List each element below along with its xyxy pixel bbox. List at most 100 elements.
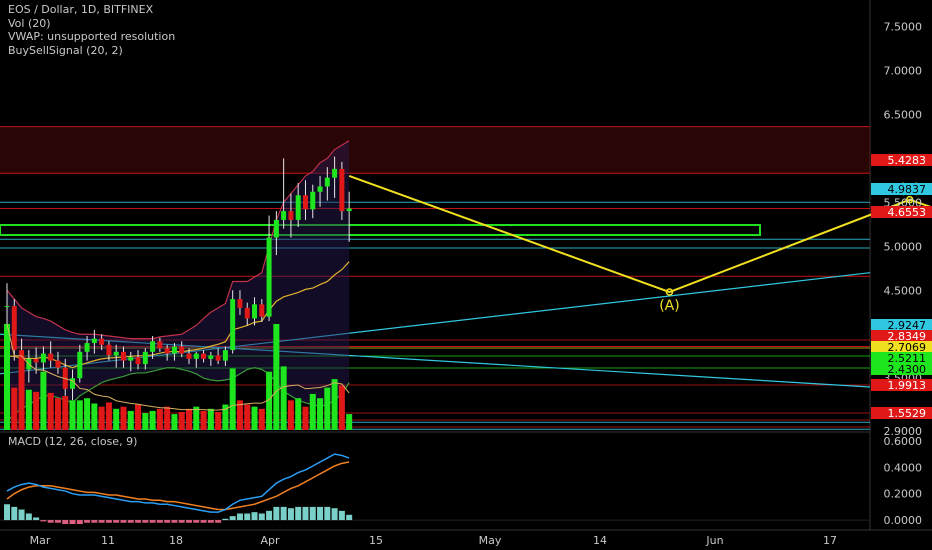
macd-histogram-bar (309, 506, 316, 521)
candle-body (55, 360, 61, 368)
volume-bar (164, 406, 171, 430)
price-badge-label: 1.5529 (888, 407, 927, 420)
price-badge-label: 5.4283 (888, 154, 927, 167)
price-badge-label: 2.5211 (888, 352, 927, 365)
price-badge (871, 352, 932, 364)
volume-bar (156, 408, 163, 430)
macd-histogram-bar (25, 513, 32, 521)
chart-legend: EOS / Dollar, 1D, BITFINEX Vol (20) VWAP… (8, 3, 175, 57)
candle-body (179, 346, 185, 354)
volume-bar (302, 406, 309, 430)
volume-bar (25, 389, 32, 430)
volume-ma-line (6, 323, 350, 411)
candle-body (106, 344, 112, 356)
volume-bar (331, 379, 338, 430)
price-badge-label: 2.4300 (888, 363, 927, 376)
candle-body (317, 186, 323, 192)
price-badge (871, 407, 932, 419)
candle-body (70, 378, 76, 389)
macd-histogram-bar (127, 520, 134, 523)
volume-bar (142, 413, 149, 430)
band-fill (7, 140, 350, 423)
macd-histogram-bar (251, 512, 258, 521)
price-badge-label: 4.9837 (888, 183, 927, 196)
price-badge-label: 4.6553 (888, 206, 927, 219)
candle-body (310, 191, 316, 210)
volume-bar (171, 414, 178, 430)
macd-histogram-bar (76, 520, 83, 525)
macd-histogram-bar (156, 520, 163, 523)
upper-band-line (6, 140, 350, 340)
macd-histogram-bar (186, 520, 192, 523)
macd-histogram-bar (331, 508, 338, 521)
volume-bar (193, 406, 200, 430)
price-badge (871, 379, 932, 391)
price-badge (871, 183, 932, 195)
volume-bar (76, 400, 83, 430)
candle-body (186, 353, 192, 359)
macd-histogram-bar (207, 520, 214, 523)
macd-histogram-bar (222, 518, 229, 521)
macd-histogram-bar (84, 520, 91, 523)
volume-bar (295, 398, 302, 430)
macd-histogram-bar (164, 520, 171, 523)
time-tick-label: 17 (823, 534, 837, 547)
volume-bar (346, 414, 353, 430)
candle-body (288, 211, 294, 220)
price-tick-label: 4.5000 (884, 284, 923, 297)
macd-histogram-bar (62, 520, 69, 525)
volume-bar (229, 368, 236, 430)
macd-histogram-bar (47, 520, 54, 523)
candle-body (135, 357, 141, 365)
macd-histogram-bar (178, 520, 185, 523)
macd-histogram-bar (273, 506, 280, 521)
candle-body (11, 306, 17, 351)
candle-body (252, 304, 258, 319)
volume-bar (338, 385, 345, 430)
price-badge (871, 154, 932, 166)
macd-histogram-bar (69, 520, 76, 525)
macd-histogram-bar (11, 506, 18, 521)
wave-label-a: (A) (659, 298, 680, 314)
wave-point-marker (665, 288, 674, 296)
band-basis-line (7, 261, 350, 369)
symbol-title: EOS / Dollar, 1D, BITFINEX (8, 3, 154, 16)
candle-body (230, 299, 236, 351)
candle-body (237, 299, 243, 308)
candle-body (33, 358, 39, 363)
macd-histogram-bar (54, 520, 61, 523)
macd-histogram-bar (295, 506, 302, 521)
volume-bar (18, 355, 25, 430)
candle-body (150, 341, 156, 352)
price-badge (871, 330, 932, 342)
resistance-zone (0, 126, 870, 174)
candle-body (120, 351, 126, 361)
macd-histogram-bar (200, 520, 207, 523)
candle-body (193, 353, 199, 359)
price-tick-label: 6.5000 (884, 108, 923, 121)
macd-histogram-bar (18, 509, 25, 521)
candle-body (346, 208, 352, 212)
macd-histogram-bar (91, 520, 98, 523)
price-badge (871, 319, 932, 331)
macd-tick-label: 0.2000 (884, 488, 923, 501)
candle-body (208, 355, 214, 359)
macd-histogram-bar (280, 506, 287, 521)
macd-histogram-bar (287, 508, 294, 521)
time-tick-label: Jun (705, 534, 723, 547)
volume-bar (62, 396, 69, 430)
candle-body (77, 351, 83, 379)
volume-bar (47, 392, 54, 430)
price-badge (871, 206, 932, 218)
macd-histogram-bar (317, 506, 324, 521)
candle-body (91, 338, 97, 344)
macd-legend: MACD (12, 26, close, 9) (8, 435, 138, 448)
macd-histogram-bar (98, 520, 105, 523)
macd-histogram-bar (258, 513, 265, 521)
price-tick-label: 7.5000 (884, 20, 923, 33)
volume-bar (4, 324, 10, 430)
volume-bar (40, 371, 47, 430)
volume-bar (98, 406, 105, 430)
macd-histogram-bar (4, 504, 10, 521)
